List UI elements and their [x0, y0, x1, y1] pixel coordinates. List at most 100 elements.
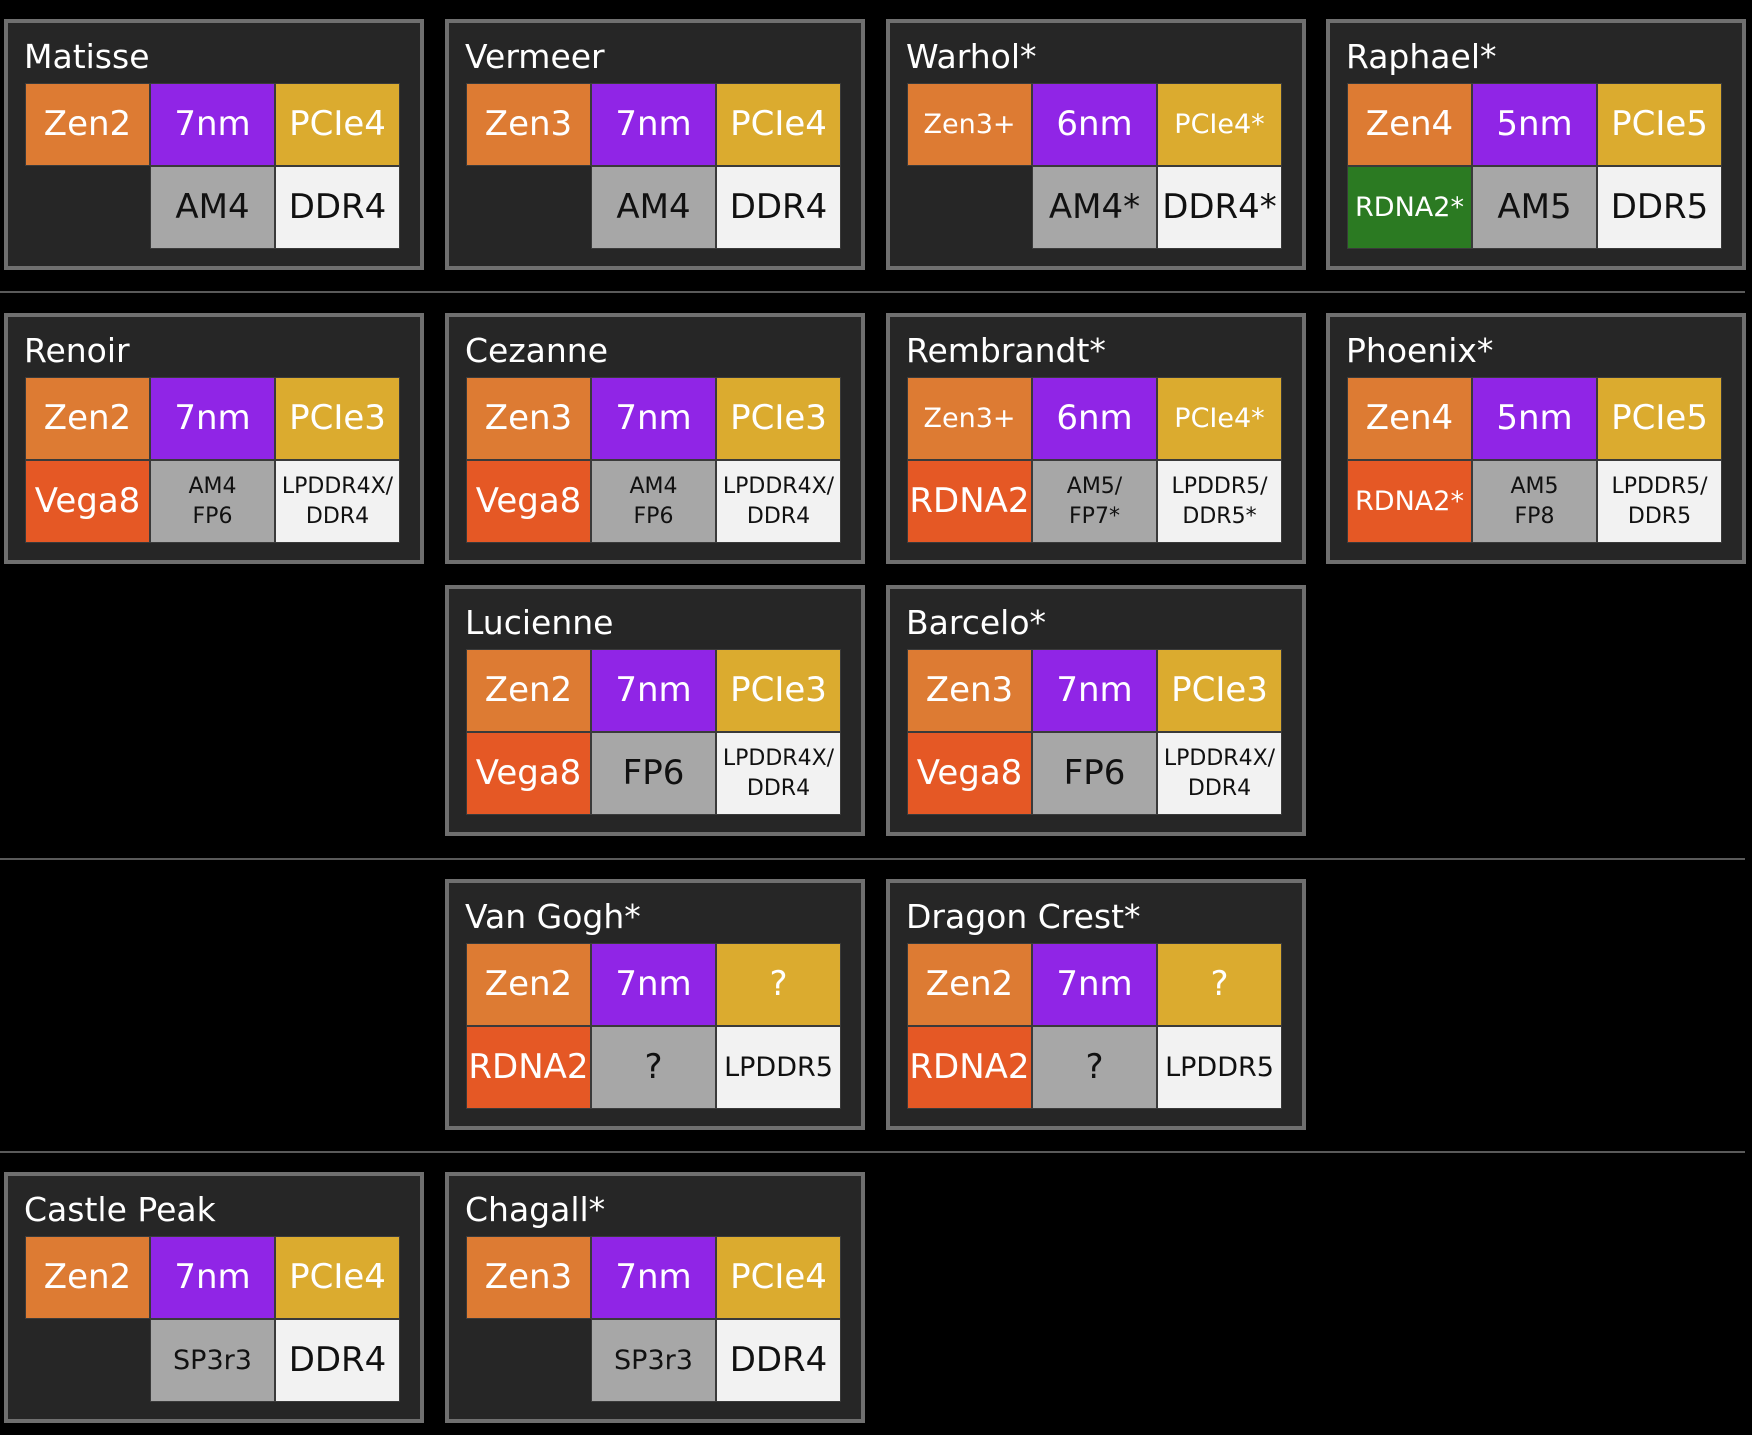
- renoir-pcie-cell: PCIe3: [275, 377, 400, 460]
- rembrandt-socket-cell: AM5/FP7*: [1032, 460, 1157, 543]
- card-title: Barcelo*: [906, 603, 1047, 642]
- raphael-gpu-cell: RDNA2*: [1347, 166, 1472, 249]
- cezanne-gpu-cell: Vega8: [466, 460, 591, 543]
- rembrandt-memory-cell: LPDDR5/DDR5*: [1157, 460, 1282, 543]
- barcelo-cpu-cell: Zen3: [907, 649, 1032, 732]
- matisse-socket-cell: AM4: [150, 166, 275, 249]
- warhol-socket-cell: AM4*: [1032, 166, 1157, 249]
- van-gogh-node-cell: 7nm: [591, 943, 716, 1026]
- raphael-socket-cell: AM5: [1472, 166, 1597, 249]
- warhol-memory-cell: DDR4*: [1157, 166, 1282, 249]
- cezanne-cpu-cell: Zen3: [466, 377, 591, 460]
- vermeer-node-cell: 7nm: [591, 83, 716, 166]
- card-title: Vermeer: [465, 37, 605, 76]
- card-title: Van Gogh*: [465, 897, 641, 936]
- codename-card-lucienne: Lucienne Zen2 7nm PCIe3 Vega8 FP6 LPDDR4X/DDR4: [445, 585, 865, 836]
- cezanne-pcie-cell: PCIe3: [716, 377, 841, 460]
- rembrandt-pcie-cell: PCIe4*: [1157, 377, 1282, 460]
- card-title: Phoenix*: [1346, 331, 1494, 370]
- codename-card-cezanne: Cezanne Zen3 7nm PCIe3 Vega8 AM4 FP6 LPDDR4X/DD…: [445, 313, 865, 564]
- van-gogh-memory-cell: LPDDR5: [716, 1026, 841, 1109]
- chagall-memory-cell: DDR4: [716, 1319, 841, 1402]
- codename-card-renoir: Renoir Zen2 7nm PCIe3 Vega8 AM4 FP6 LPDDR4X/DDR…: [4, 313, 424, 564]
- raphael-node-cell: 5nm: [1472, 83, 1597, 166]
- chagall-node-cell: 7nm: [591, 1236, 716, 1319]
- codename-card-chagall: Chagall* Zen3 7nm PCIe4 SP3r3 DDR4: [445, 1172, 865, 1423]
- castle-peak-socket-cell: SP3r3: [150, 1319, 275, 1402]
- vermeer-memory-cell: DDR4: [716, 166, 841, 249]
- divider-2: [0, 858, 1745, 860]
- codename-card-phoenix: Phoenix* Zen4 5nm PCIe5 RDNA2* AM5 FP8 LPDDR5/D…: [1326, 313, 1746, 564]
- rembrandt-node-cell: 6nm: [1032, 377, 1157, 460]
- dragon-crest-node-cell: 7nm: [1032, 943, 1157, 1026]
- card-title: Chagall*: [465, 1190, 606, 1229]
- codename-card-vermeer: Vermeer Zen3 7nm PCIe4 AM4 DDR4: [445, 19, 865, 270]
- codename-card-raphael: Raphael* Zen4 5nm PCIe5 RDNA2* AM5 DDR5: [1326, 19, 1746, 270]
- codename-card-castle-peak: Castle Peak Zen2 7nm PCIe4 SP3r3 DDR4: [4, 1172, 424, 1423]
- matisse-cpu-cell: Zen2: [25, 83, 150, 166]
- chagall-pcie-cell: PCIe4: [716, 1236, 841, 1319]
- codename-card-rembrandt: Rembrandt* Zen3+ 6nm PCIe4* RDNA2 AM5/FP7* LPD…: [886, 313, 1306, 564]
- rembrandt-cpu-cell: Zen3+: [907, 377, 1032, 460]
- card-title: Raphael*: [1346, 37, 1497, 76]
- van-gogh-socket-cell: ?: [591, 1026, 716, 1109]
- renoir-socket-cell: AM4 FP6: [150, 460, 275, 543]
- chagall-cpu-cell: Zen3: [466, 1236, 591, 1319]
- rembrandt-gpu-cell: RDNA2: [907, 460, 1032, 543]
- card-title: Rembrandt*: [906, 331, 1106, 370]
- card-title: Lucienne: [465, 603, 614, 642]
- cezanne-memory-cell: LPDDR4X/DDR4: [716, 460, 841, 543]
- vermeer-cpu-cell: Zen3: [466, 83, 591, 166]
- barcelo-socket-cell: FP6: [1032, 732, 1157, 815]
- phoenix-gpu-cell: RDNA2*: [1347, 460, 1472, 543]
- divider-3: [0, 1151, 1745, 1153]
- barcelo-pcie-cell: PCIe3: [1157, 649, 1282, 732]
- card-title: Matisse: [24, 37, 150, 76]
- raphael-memory-cell: DDR5: [1597, 166, 1722, 249]
- divider-1: [0, 291, 1745, 293]
- matisse-pcie-cell: PCIe4: [275, 83, 400, 166]
- cezanne-node-cell: 7nm: [591, 377, 716, 460]
- warhol-pcie-cell: PCIe4*: [1157, 83, 1282, 166]
- van-gogh-pcie-cell: ?: [716, 943, 841, 1026]
- barcelo-memory-cell: LPDDR4X/DDR4: [1157, 732, 1282, 815]
- card-title: Dragon Crest*: [906, 897, 1141, 936]
- barcelo-node-cell: 7nm: [1032, 649, 1157, 732]
- lucienne-pcie-cell: PCIe3: [716, 649, 841, 732]
- chagall-socket-cell: SP3r3: [591, 1319, 716, 1402]
- van-gogh-cpu-cell: Zen2: [466, 943, 591, 1026]
- phoenix-memory-cell: LPDDR5/DDR5: [1597, 460, 1722, 543]
- lucienne-node-cell: 7nm: [591, 649, 716, 732]
- codename-card-dragon-crest: Dragon Crest* Zen2 7nm? RDNA2? LPDDR5: [886, 879, 1306, 1130]
- vermeer-socket-cell: AM4: [591, 166, 716, 249]
- warhol-node-cell: 6nm: [1032, 83, 1157, 166]
- lucienne-cpu-cell: Zen2: [466, 649, 591, 732]
- renoir-node-cell: 7nm: [150, 377, 275, 460]
- dragon-crest-pcie-cell: ?: [1157, 943, 1282, 1026]
- codename-card-warhol: Warhol* Zen3+ 6nm PCIe4* AM4* DDR4*: [886, 19, 1306, 270]
- matisse-memory-cell: DDR4: [275, 166, 400, 249]
- barcelo-gpu-cell: Vega8: [907, 732, 1032, 815]
- codename-card-van-gogh: Van Gogh* Zen2 7nm? RDNA2? LPDDR5: [445, 879, 865, 1130]
- dragon-crest-memory-cell: LPDDR5: [1157, 1026, 1282, 1109]
- dragon-crest-socket-cell: ?: [1032, 1026, 1157, 1109]
- card-title: Cezanne: [465, 331, 609, 370]
- lucienne-socket-cell: FP6: [591, 732, 716, 815]
- castle-peak-memory-cell: DDR4: [275, 1319, 400, 1402]
- raphael-pcie-cell: PCIe5: [1597, 83, 1722, 166]
- dragon-crest-gpu-cell: RDNA2: [907, 1026, 1032, 1109]
- renoir-memory-cell: LPDDR4X/DDR4: [275, 460, 400, 543]
- phoenix-socket-cell: AM5 FP8: [1472, 460, 1597, 543]
- matisse-node-cell: 7nm: [150, 83, 275, 166]
- van-gogh-gpu-cell: RDNA2: [466, 1026, 591, 1109]
- dragon-crest-cpu-cell: Zen2: [907, 943, 1032, 1026]
- renoir-gpu-cell: Vega8: [25, 460, 150, 543]
- card-title: Warhol*: [906, 37, 1037, 76]
- cezanne-socket-cell: AM4 FP6: [591, 460, 716, 543]
- lucienne-gpu-cell: Vega8: [466, 732, 591, 815]
- codename-card-matisse: Matisse Zen2 7nm PCIe4 AM4 DDR4: [4, 19, 424, 270]
- castle-peak-pcie-cell: PCIe4: [275, 1236, 400, 1319]
- phoenix-pcie-cell: PCIe5: [1597, 377, 1722, 460]
- raphael-cpu-cell: Zen4: [1347, 83, 1472, 166]
- renoir-cpu-cell: Zen2: [25, 377, 150, 460]
